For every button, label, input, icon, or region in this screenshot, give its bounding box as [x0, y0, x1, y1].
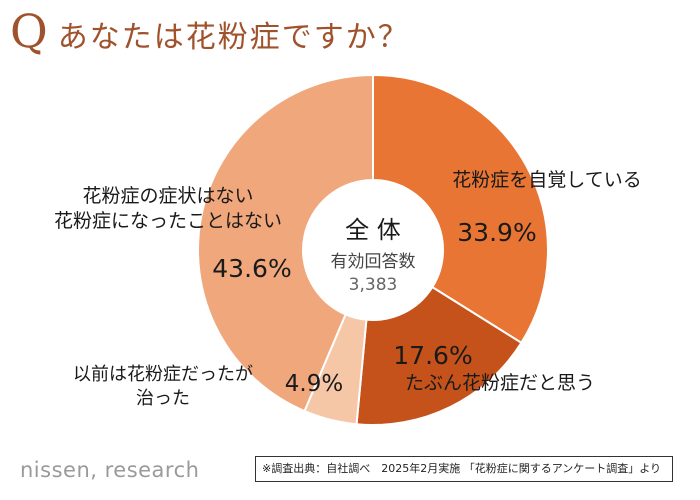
source-note: ※調査出典：自社調べ 2025年2月実施 「花粉症に関するアンケート調査」より	[255, 456, 673, 482]
center-respondents-count: 3,383	[349, 275, 398, 295]
donut-slice-2	[355, 285, 523, 426]
slice-label-4: 花粉症の症状はない花粉症になったことはない	[54, 185, 282, 232]
donut-slice-1	[372, 73, 549, 345]
center-title: 全 体	[345, 216, 401, 244]
q-mark: Q	[10, 4, 48, 58]
donut-slice-4	[197, 73, 374, 413]
slice-value-3: 4.9%	[285, 371, 343, 397]
slice-label-1: 花粉症を自覚している	[452, 169, 641, 191]
slice-value-1: 33.9%	[457, 218, 536, 247]
slice-label-2: たぶん花粉症だと思う	[405, 372, 595, 394]
slice-value-2: 17.6%	[393, 341, 472, 370]
slice-label-3: 以前は花粉症だったが治った	[73, 364, 253, 409]
slice-value-4: 43.6%	[212, 254, 291, 283]
question-title: Q あなたは花粉症ですか？	[10, 8, 410, 56]
brand-logo-text: nissen, research	[20, 458, 200, 482]
center-respondents-label: 有効回答数	[331, 252, 416, 272]
question-text: あなたは花粉症ですか？	[57, 20, 410, 55]
